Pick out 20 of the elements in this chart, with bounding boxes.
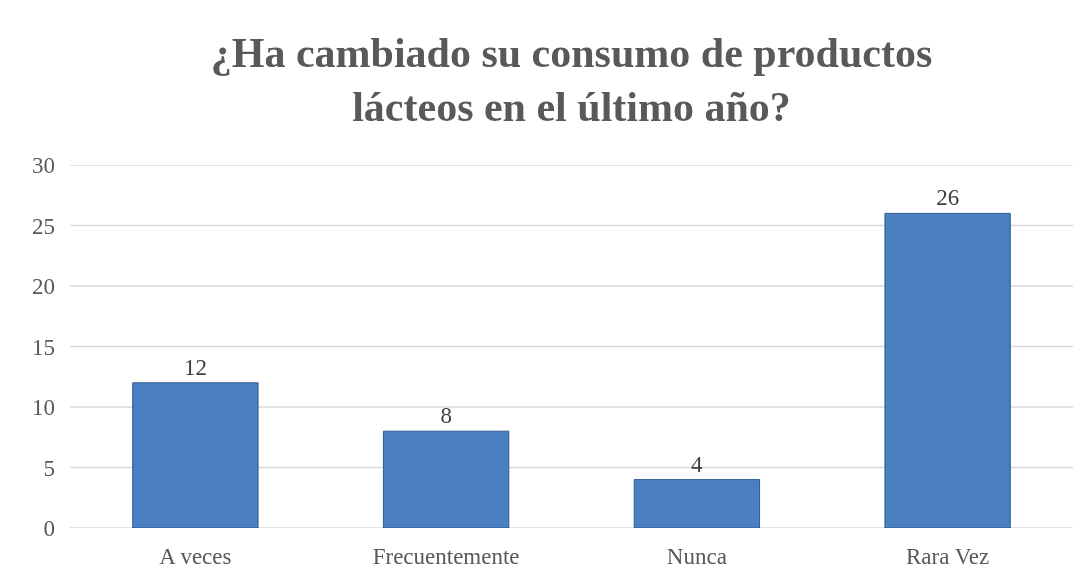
x-tick-label: Nunca (666, 544, 727, 569)
data-label: 26 (936, 185, 960, 211)
bar (382, 430, 510, 528)
y-tick-label: 20 (32, 274, 55, 300)
y-tick-label: 30 (32, 153, 55, 179)
x-tick-label: A veces (159, 544, 232, 569)
y-tick-label: 10 (32, 395, 55, 421)
y-tick-label: 5 (43, 455, 55, 481)
chart-title: ¿Ha cambiado su consumo de productos lácteos en el último año? (210, 29, 933, 131)
bar (884, 212, 1011, 528)
bar (132, 382, 259, 528)
data-label: 4 (690, 451, 703, 477)
x-tick-label: Frecuentemente (372, 544, 520, 569)
y-tick-label: 25 (32, 213, 55, 239)
x-tick-label: Rara Vez (906, 544, 990, 569)
y-tick-label: 15 (32, 334, 55, 360)
data-label: 8 (440, 403, 452, 429)
data-label: 12 (183, 354, 207, 380)
y-tick-label: 0 (43, 516, 55, 542)
bar (633, 479, 761, 528)
